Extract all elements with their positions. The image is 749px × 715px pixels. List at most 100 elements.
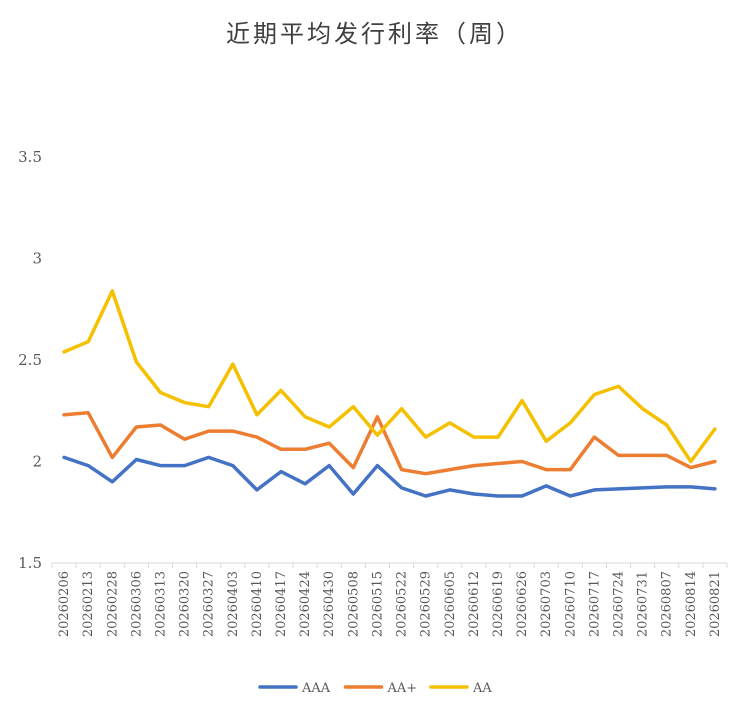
data-point xyxy=(207,455,211,459)
data-point xyxy=(472,435,476,439)
data-point xyxy=(279,470,283,474)
legend-item-AA: AA xyxy=(429,681,492,696)
chart-title: 近期平均发行利率（周） xyxy=(226,20,523,48)
data-point xyxy=(279,447,283,451)
data-point xyxy=(279,388,283,392)
x-tick-label: 20260424 xyxy=(298,571,313,637)
data-point xyxy=(713,487,717,491)
data-point xyxy=(375,433,379,437)
x-tick-label: 20260724 xyxy=(612,571,627,637)
data-point xyxy=(496,435,500,439)
data-point xyxy=(448,421,452,425)
data-point xyxy=(472,492,476,496)
series-AAA xyxy=(62,455,717,498)
series-line xyxy=(62,289,717,464)
legend: AAA AA+ AA xyxy=(258,681,492,696)
data-point xyxy=(134,425,138,429)
x-tick-label: 20260619 xyxy=(491,571,506,637)
x-tick-label: 20260430 xyxy=(322,571,337,637)
data-point xyxy=(448,488,452,492)
data-point xyxy=(592,435,596,439)
data-point xyxy=(400,407,404,411)
data-point xyxy=(327,441,331,445)
data-point xyxy=(327,425,331,429)
data-point xyxy=(86,340,90,344)
series-layer xyxy=(62,289,717,498)
data-point xyxy=(207,429,211,433)
series-AA+ xyxy=(62,411,717,476)
x-tick-label: 20260522 xyxy=(395,571,410,637)
x-tick-label: 20260515 xyxy=(370,571,385,637)
data-point xyxy=(110,289,114,293)
data-point xyxy=(303,415,307,419)
data-point xyxy=(351,405,355,409)
legend-label: AA+ xyxy=(387,681,418,696)
data-point xyxy=(617,453,620,457)
x-tick-label: 20260814 xyxy=(684,571,699,637)
data-point xyxy=(617,487,620,491)
x-tick-label: 20260206 xyxy=(57,571,72,637)
series-line xyxy=(62,455,717,498)
data-point xyxy=(255,435,259,439)
data-point xyxy=(520,460,524,463)
y-axis: 1.5 2 2.5 3 3.5 xyxy=(18,148,42,572)
data-point xyxy=(496,462,500,465)
data-point xyxy=(183,437,187,441)
data-point xyxy=(544,439,548,443)
legend-item-AA+: AA+ xyxy=(343,681,418,696)
data-point xyxy=(641,486,645,490)
x-tick-label: 20260508 xyxy=(346,571,361,637)
data-point xyxy=(472,464,476,468)
x-tick-label: 20260710 xyxy=(563,571,578,637)
data-point xyxy=(183,464,187,468)
data-point xyxy=(375,464,379,468)
data-point xyxy=(159,464,162,468)
data-point xyxy=(424,472,428,476)
data-point xyxy=(231,362,235,366)
data-point xyxy=(231,429,235,433)
data-point xyxy=(183,401,187,405)
x-tick-label: 20260320 xyxy=(178,571,193,637)
y-tick-label: 3 xyxy=(32,250,42,268)
data-point xyxy=(231,464,235,468)
data-point xyxy=(86,464,90,468)
x-tick-label: 20260626 xyxy=(515,571,530,637)
x-tick-label: 20260403 xyxy=(226,571,241,637)
x-axis: 20260206 20260213 20260228 20260306 20260313… xyxy=(51,562,728,637)
data-point xyxy=(592,488,596,492)
data-point xyxy=(689,485,693,489)
x-tick-label: 20260529 xyxy=(419,571,434,637)
data-point xyxy=(665,453,669,457)
data-point xyxy=(689,466,693,470)
data-point xyxy=(520,494,524,498)
data-point xyxy=(134,360,138,364)
data-point xyxy=(641,453,645,457)
x-tick-label: 20260213 xyxy=(81,571,96,637)
data-point xyxy=(424,435,428,439)
legend-item-AAA: AAA xyxy=(258,681,331,696)
data-point xyxy=(375,415,379,419)
data-point xyxy=(568,421,572,425)
data-point xyxy=(62,350,66,354)
data-point xyxy=(568,468,572,472)
x-tick-label: 20260313 xyxy=(153,571,168,637)
x-tick-label: 20260612 xyxy=(467,571,482,637)
y-tick-label: 2 xyxy=(32,453,42,471)
data-point xyxy=(159,423,162,427)
data-point xyxy=(255,413,259,417)
data-point xyxy=(665,423,669,427)
data-point xyxy=(327,464,331,468)
data-point xyxy=(351,492,355,496)
data-point xyxy=(351,466,355,470)
data-point xyxy=(134,458,138,461)
data-point xyxy=(303,447,307,451)
data-point xyxy=(496,494,500,498)
x-tick-label: 20260228 xyxy=(105,571,120,637)
data-point xyxy=(544,468,548,472)
x-tick-label: 20260731 xyxy=(636,571,651,637)
series-line xyxy=(62,411,717,476)
x-tick-label: 20260821 xyxy=(708,571,723,637)
data-point xyxy=(713,427,717,431)
data-point xyxy=(400,486,404,490)
